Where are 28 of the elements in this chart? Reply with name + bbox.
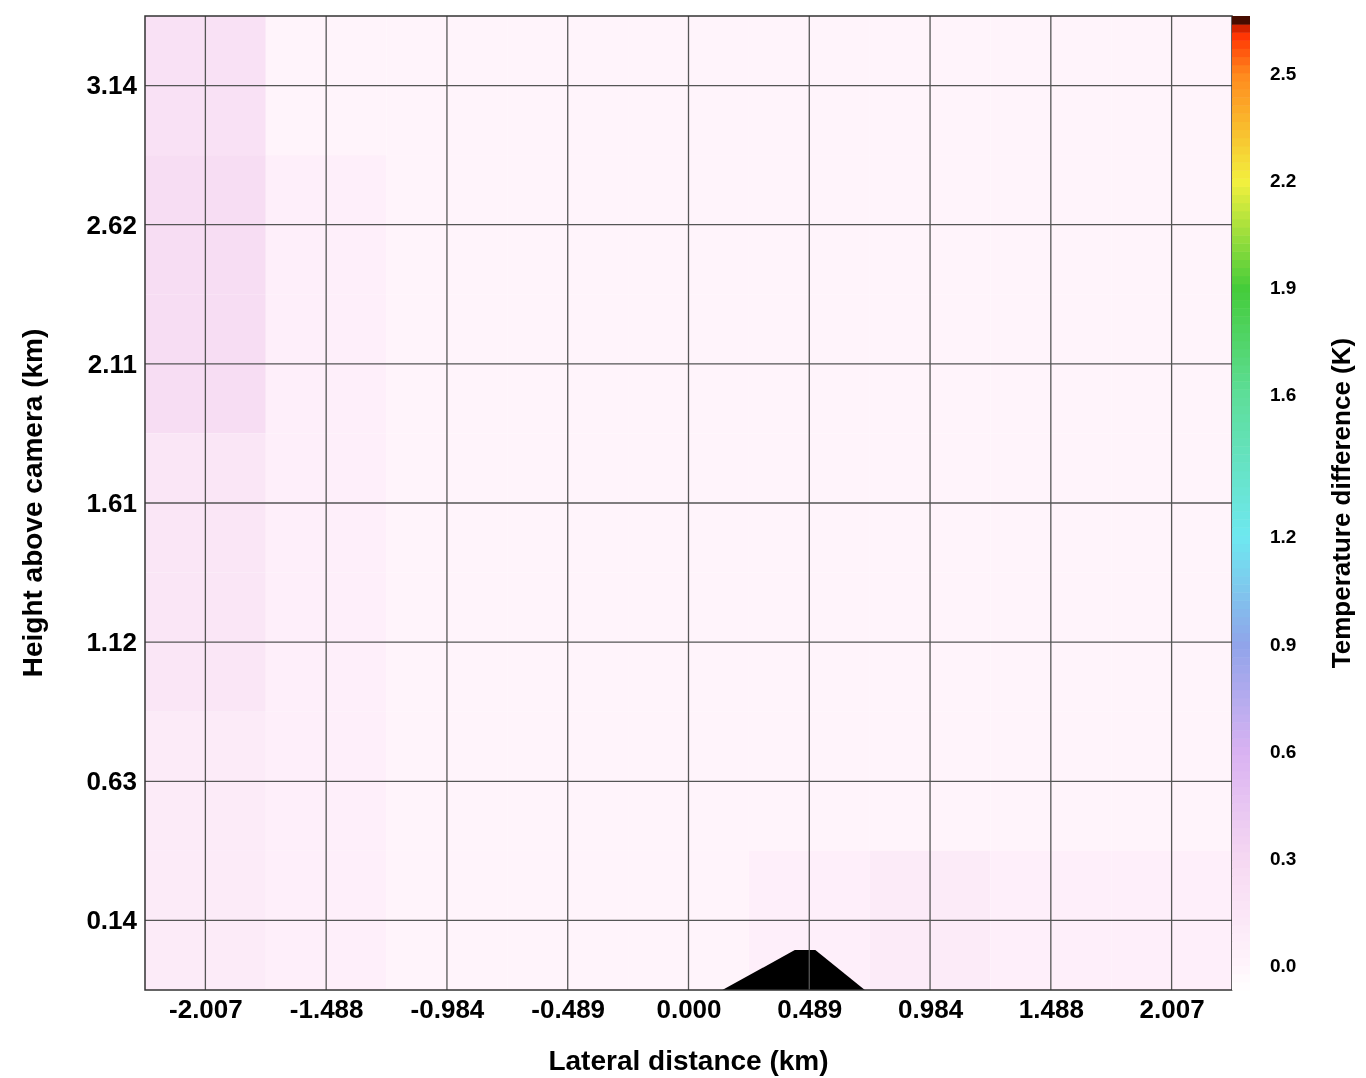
color-bar-label: 0.3 xyxy=(1270,847,1297,869)
y-tick-label: 0.14 xyxy=(86,905,138,936)
color-bar-label: 1.6 xyxy=(1270,383,1297,405)
y-tick-label: 2.11 xyxy=(87,348,137,379)
x-tick-label: 0.984 xyxy=(898,994,964,1025)
color-bar-label: 2.2 xyxy=(1270,169,1297,191)
color-bar-label: 0.6 xyxy=(1270,740,1297,762)
y-tick-label: 1.12 xyxy=(86,626,137,657)
color-bar-label: 1.2 xyxy=(1270,526,1297,548)
color-bar-label: 2.5 xyxy=(1270,62,1297,84)
x-tick-label: 1.488 xyxy=(1018,994,1084,1025)
y-tick-label: 1.61 xyxy=(86,487,137,518)
color-bar-title: Temperature difference (K) xyxy=(1326,337,1356,669)
x-tick-label: -2.007 xyxy=(169,994,243,1025)
x-tick-label: 0.000 xyxy=(656,994,722,1025)
color-bar-label: 0.9 xyxy=(1270,633,1297,655)
y-tick-label: 0.63 xyxy=(86,766,137,797)
x-tick-label: -1.488 xyxy=(289,994,364,1025)
x-tick-label: 2.007 xyxy=(1139,994,1205,1025)
y-axis-title: Height above camera (km) xyxy=(17,328,48,678)
y-tick-label: 2.62 xyxy=(86,209,137,240)
x-tick-label: 0.489 xyxy=(777,994,843,1025)
x-axis-title: Lateral distance (km) xyxy=(548,1045,829,1076)
x-tick-label: -0.984 xyxy=(410,994,485,1025)
color-bar-label: 1.9 xyxy=(1270,276,1297,298)
y-tick-label: 3.14 xyxy=(86,70,138,101)
x-tick-label: -0.489 xyxy=(531,994,606,1025)
color-bar-label: 0.0 xyxy=(1270,954,1297,976)
